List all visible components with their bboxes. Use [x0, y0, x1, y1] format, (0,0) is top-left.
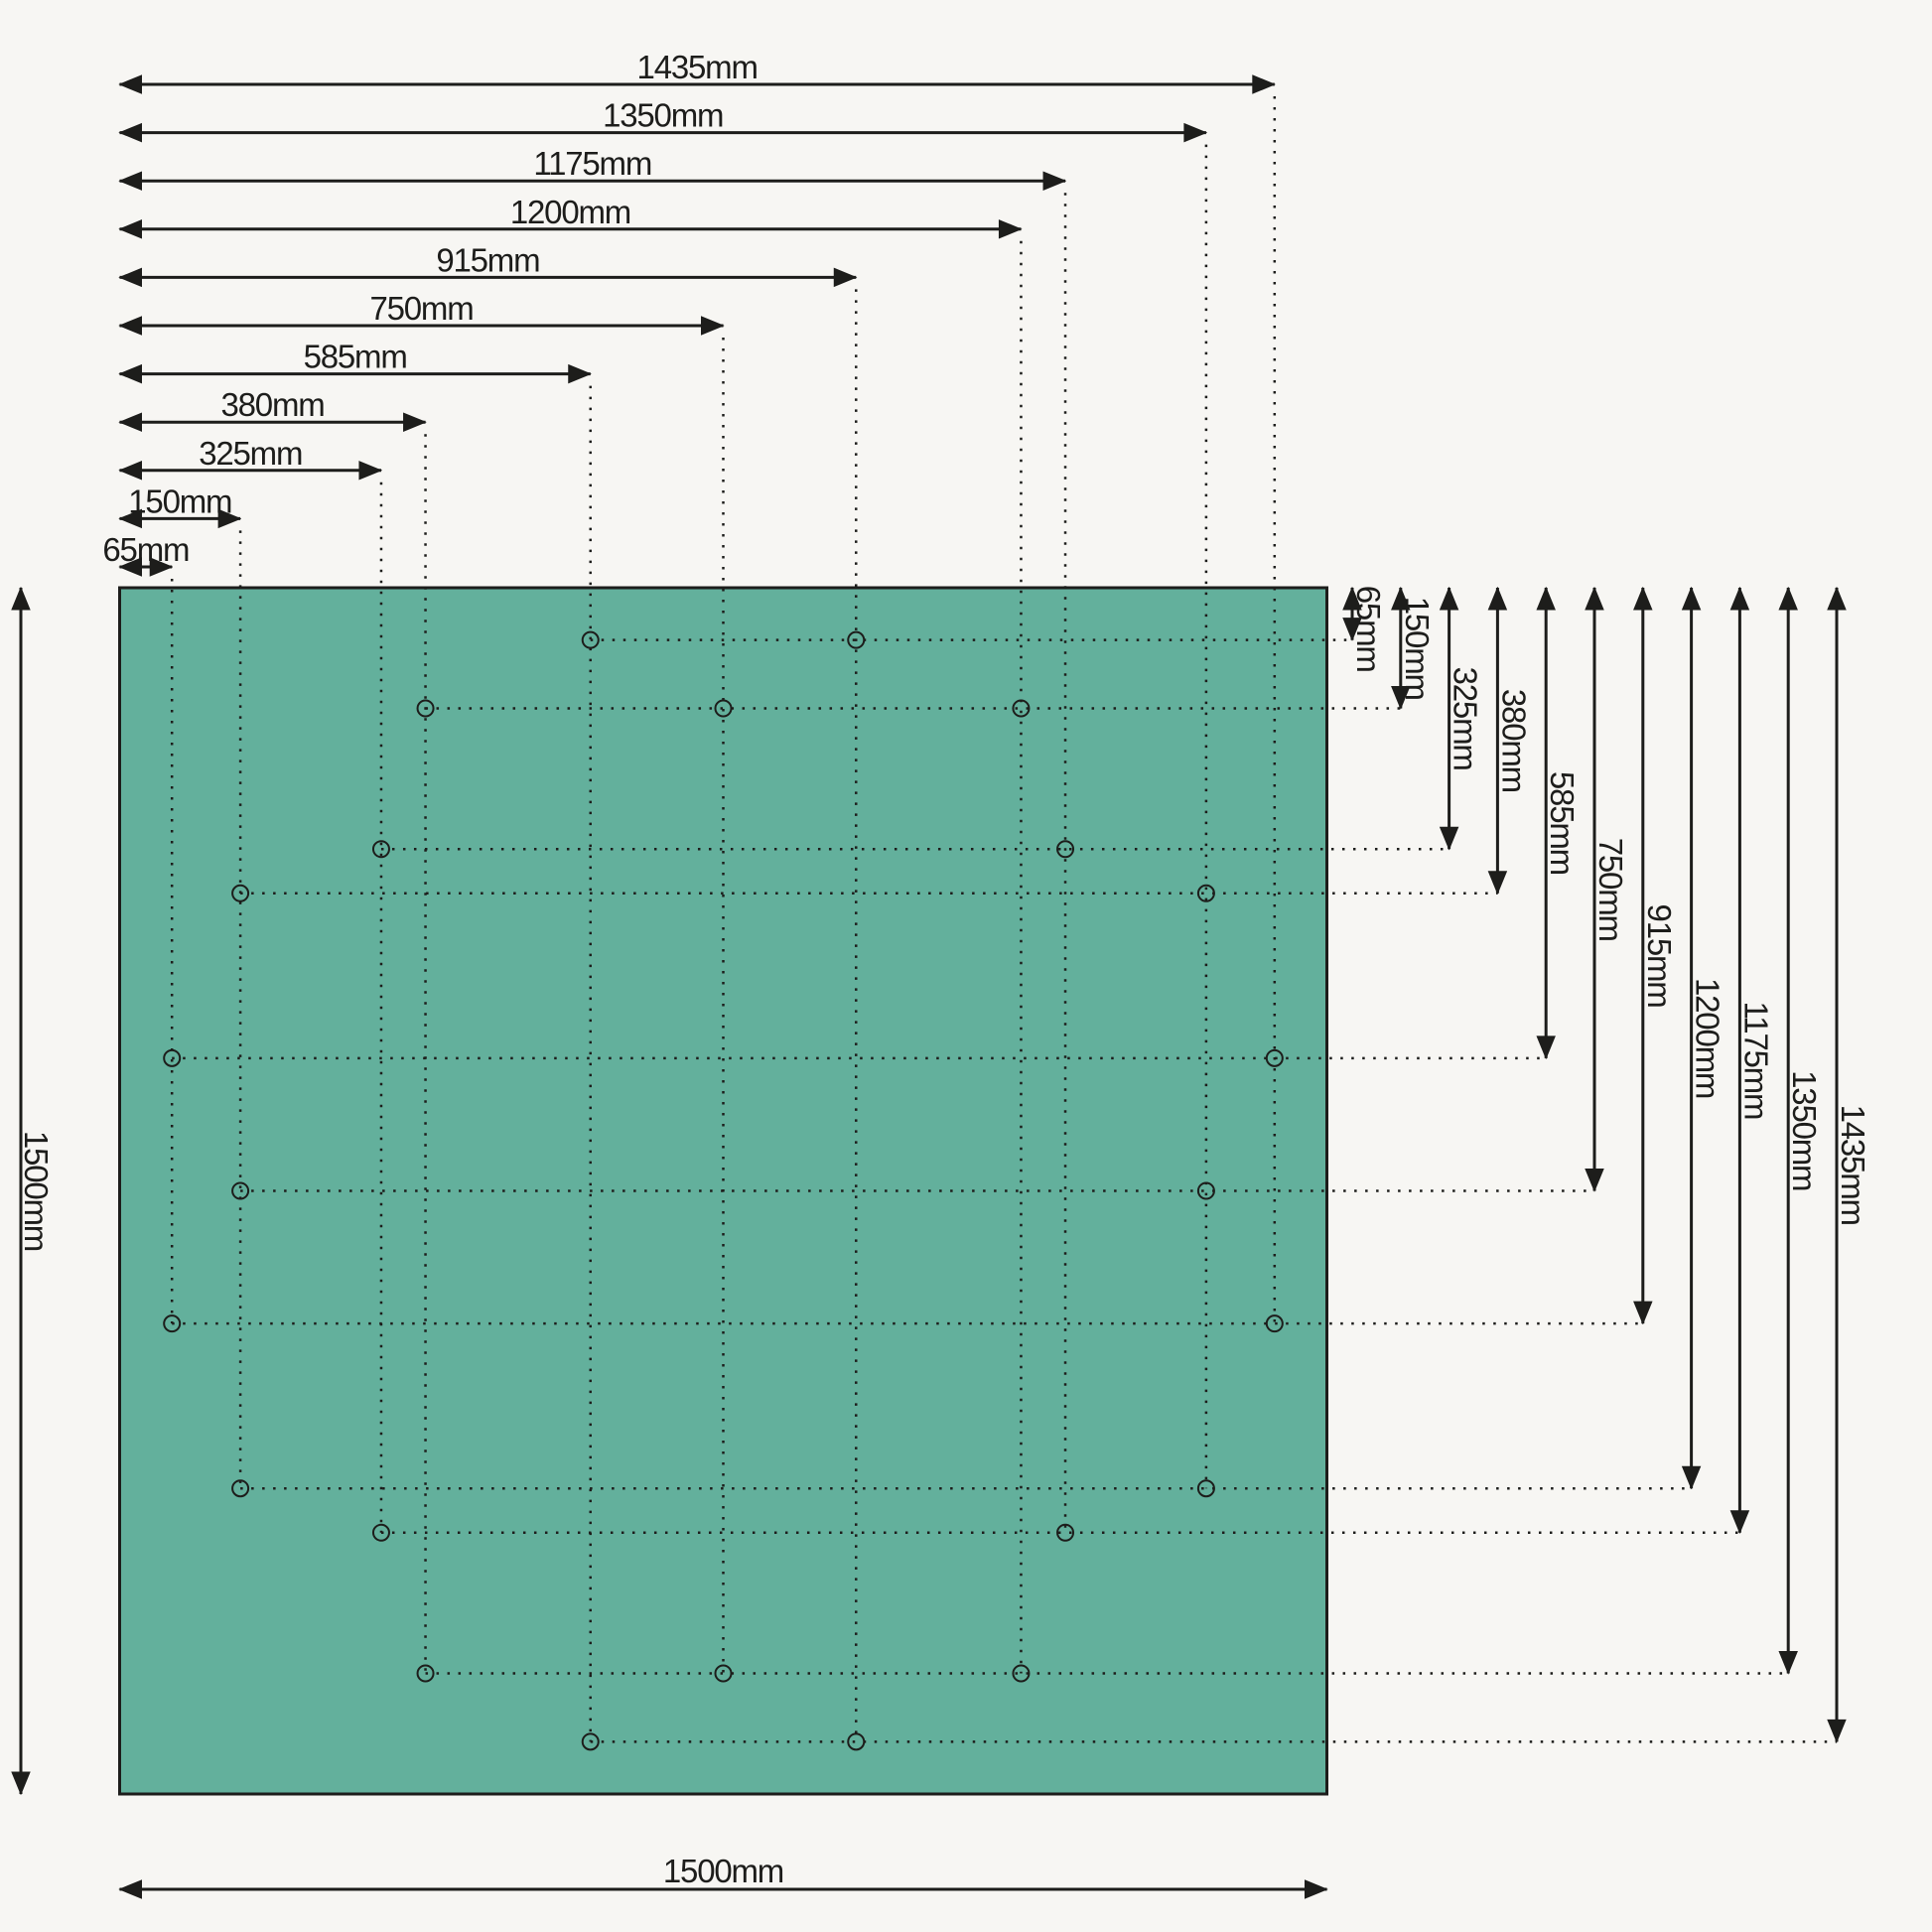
dimension-arrows — [21, 84, 1837, 1889]
hole — [231, 884, 250, 902]
hole — [1056, 840, 1075, 859]
dim-top-label-150mm: 150mm — [128, 483, 231, 519]
hole — [371, 1523, 390, 1542]
hole — [231, 1181, 250, 1200]
hole — [1196, 884, 1215, 902]
hole — [714, 699, 733, 718]
dim-right-label-1200mm: 1200mm — [1690, 978, 1726, 1098]
dim-top-label-1200mm: 1200mm — [510, 194, 630, 230]
hole — [1012, 699, 1031, 718]
hole — [1196, 1181, 1215, 1200]
dimension-labels: 1435mm 1350mm 1175mm 1200mm 915mm 750mm 585mm 3… — [18, 49, 1871, 1889]
dim-right-label-1175mm: 1175mm — [1737, 1002, 1774, 1120]
dim-top-label-585mm: 585mm — [304, 339, 407, 375]
hole — [847, 1732, 866, 1751]
hole — [1012, 1664, 1031, 1683]
hole — [1265, 1048, 1284, 1067]
hole — [847, 630, 866, 649]
dim-top-label-1435mm: 1435mm — [637, 49, 758, 85]
dim-top-label-1350mm: 1350mm — [603, 97, 723, 134]
dim-left-label-1500mm: 1500mm — [18, 1131, 55, 1251]
hole — [163, 1048, 182, 1067]
hole — [581, 1732, 600, 1751]
dim-right-label-585mm: 585mm — [1544, 771, 1581, 875]
hole — [1196, 1479, 1215, 1498]
dim-top-label-325mm: 325mm — [199, 435, 302, 472]
dim-bottom-label-1500mm: 1500mm — [663, 1853, 783, 1889]
hole — [581, 630, 600, 649]
hole — [231, 1479, 250, 1498]
dim-right-label-1435mm: 1435mm — [1835, 1105, 1871, 1225]
hole — [714, 1664, 733, 1683]
dim-top-label-1175mm: 1175mm — [533, 145, 651, 182]
hole — [416, 699, 435, 718]
projection-lines — [170, 96, 1837, 1743]
dim-right-label-150mm: 150mm — [1399, 597, 1436, 700]
dim-right-label-65mm: 65mm — [1350, 586, 1387, 672]
dim-right-label-325mm: 325mm — [1448, 667, 1484, 770]
dim-right-label-915mm: 915mm — [1641, 904, 1678, 1008]
hole — [163, 1314, 182, 1333]
dim-top-label-750mm: 750mm — [369, 290, 473, 327]
hole — [1056, 1523, 1075, 1542]
dim-right-label-380mm: 380mm — [1495, 689, 1532, 792]
hole — [371, 840, 390, 859]
hole — [1265, 1314, 1284, 1333]
holes — [163, 630, 1284, 1751]
dim-top-label-380mm: 380mm — [221, 386, 325, 423]
dim-top-label-65mm: 65mm — [102, 531, 189, 568]
dim-top-label-915mm: 915mm — [436, 241, 539, 278]
hole — [416, 1664, 435, 1683]
dim-right-label-1350mm: 1350mm — [1786, 1070, 1823, 1190]
dim-right-label-750mm: 750mm — [1592, 838, 1629, 941]
